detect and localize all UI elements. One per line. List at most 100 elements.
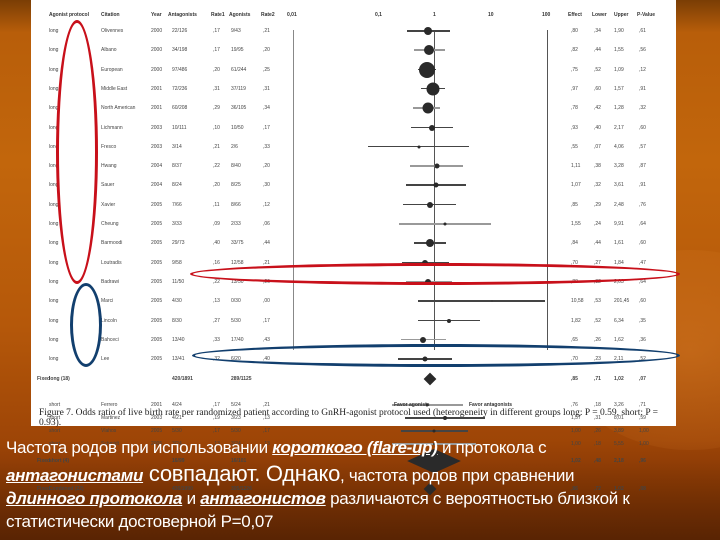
cell-upper: 3,61 xyxy=(614,182,624,189)
cell-agonists: 0/30 xyxy=(231,298,241,305)
cell-rate1: ,16 xyxy=(213,259,220,266)
cell-rate1: ,27 xyxy=(213,317,220,324)
blue-ellipse-short-summary xyxy=(192,344,680,367)
cell-group: Fixed xyxy=(37,486,51,493)
cell-lower: ,42 xyxy=(594,105,601,112)
cell-antagonists: 4/21 xyxy=(172,415,182,422)
cell-year: 2003 xyxy=(151,415,163,422)
cell-protocol: short xyxy=(49,428,61,435)
cell-protocol: long xyxy=(49,163,59,170)
cell-citation: Albano xyxy=(101,47,117,54)
cell-protocol: long xyxy=(49,356,59,363)
blue-ellipse-short-protocol xyxy=(70,283,102,367)
cell-citation: Lee xyxy=(101,356,110,363)
cell-protocol: long xyxy=(49,317,59,324)
cell-effect: ,85 xyxy=(571,201,578,208)
cell-agonists: 19/95 xyxy=(231,47,244,54)
cell-upper: 1,28 xyxy=(614,105,624,112)
cell-rate1: ,19 xyxy=(213,415,220,422)
effect-marker xyxy=(418,61,435,78)
cell-citation: Badrawi xyxy=(101,278,120,285)
cell-antagonists: 16/99 xyxy=(172,458,185,465)
effect-marker xyxy=(426,201,433,208)
cell-pvalue: ,71 xyxy=(639,402,646,409)
cell-pvalue: ,64 xyxy=(639,221,646,227)
cell-effect: 1,57 xyxy=(571,415,581,422)
cell-upper: 201,45 xyxy=(614,298,630,305)
cell-citation: European xyxy=(101,66,123,73)
cell-upper: 4,06 xyxy=(614,143,624,150)
cell-protocol: long xyxy=(49,221,59,227)
cell-pvalue: ,08 xyxy=(639,486,646,493)
cell-lower: ,52 xyxy=(594,66,601,73)
cell-lower: ,40 xyxy=(594,124,601,131)
cell-agonists: 5/24 xyxy=(231,402,241,409)
cell-rate2: ,34 xyxy=(263,105,270,112)
header-effect: Effect xyxy=(568,12,582,18)
cell-protocol: short (4) xyxy=(49,458,69,465)
header-rate2: Rate2 xyxy=(261,12,275,18)
summary-diamond xyxy=(423,372,437,386)
cell-year: 2001 xyxy=(151,402,163,409)
cell-pvalue: 1,00 xyxy=(639,428,649,435)
cell-antagonists: 97/486 xyxy=(172,66,188,73)
cell-lower: ,31 xyxy=(594,415,601,422)
cell-agonists: 36/105 xyxy=(231,105,247,112)
cell-upper: 1,62 xyxy=(614,336,624,343)
cell-protocol: Combined (22) xyxy=(49,486,84,493)
cell-year: 2000 xyxy=(151,28,163,34)
cell-agonists: 8/25 xyxy=(231,182,241,189)
cell-rate2: ,21 xyxy=(263,259,270,266)
cell-lower: ,26 xyxy=(594,428,601,435)
cell-citation: Vlahos xyxy=(101,428,117,435)
cell-rate2: ,20 xyxy=(263,163,270,170)
cell-year: 2004 xyxy=(151,163,163,170)
cell-agonists: 5/30 xyxy=(231,428,241,435)
header-antagonists: Antagonists xyxy=(168,12,197,18)
cell-rate1: ,22 xyxy=(213,163,220,170)
cell-antagonists: 34/198 xyxy=(172,47,188,54)
emphasis-antagonists-2: антагонистов xyxy=(200,489,326,508)
effect-marker xyxy=(422,102,434,114)
header-protocol: Agonist protocol xyxy=(49,12,89,18)
favor-agonists-label: Favor agonists xyxy=(394,402,430,408)
cell-year: 2001 xyxy=(151,105,163,112)
cell-rate1: ,20 xyxy=(213,182,220,189)
cell-upper: 2,03 xyxy=(614,278,624,285)
cell-pvalue: 1,00 xyxy=(639,441,649,448)
cell-lower: ,44 xyxy=(594,47,601,54)
cell-antagonists: 8/30 xyxy=(172,317,182,324)
cell-rate2: ,30 xyxy=(263,182,270,189)
cell-effect: ,84 xyxy=(571,240,578,247)
cell-antagonists: 72/236 xyxy=(172,85,188,92)
cell-protocol: long xyxy=(49,336,59,343)
cell-antagonists: 8/24 xyxy=(172,182,182,189)
null-effect-line xyxy=(434,30,435,350)
axis-tick-1: 1 xyxy=(433,12,436,18)
cell-upper: 1,55 xyxy=(614,47,624,54)
cell-agonists: 2/6 xyxy=(231,143,238,150)
header-rate1: Rate1 xyxy=(211,12,225,18)
cell-citation: Ferrero xyxy=(101,402,118,409)
cell-year: 2005 xyxy=(151,356,163,363)
axis-tick-0-1: 0,1 xyxy=(375,12,382,18)
cell-antagonists: 8/37 xyxy=(172,163,182,170)
cell-lower: ,44 xyxy=(594,240,601,247)
cell-rate2: ,17 xyxy=(263,124,270,131)
effect-marker xyxy=(429,124,436,131)
cell-pvalue: ,60 xyxy=(639,240,646,247)
cell-rate1: ,21 xyxy=(213,143,220,150)
cell-protocol: long xyxy=(49,143,59,150)
cell-agonists: 37/119 xyxy=(231,85,246,92)
cell-agonists: 289/1125 xyxy=(231,376,252,383)
cell-effect: 1,00 xyxy=(571,428,581,435)
cell-protocol: long xyxy=(49,298,59,305)
cell-effect: 1,07 xyxy=(571,182,581,189)
cell-rate2: ,13 xyxy=(263,415,270,422)
cell-effect: ,70 xyxy=(571,259,578,266)
cell-citation: Schmidt xyxy=(101,441,120,448)
cell-rate2: ,17 xyxy=(263,317,270,324)
cell-protocol: long xyxy=(49,240,59,247)
effect-marker xyxy=(426,82,440,96)
cell-effect: 1,82 xyxy=(571,317,581,324)
